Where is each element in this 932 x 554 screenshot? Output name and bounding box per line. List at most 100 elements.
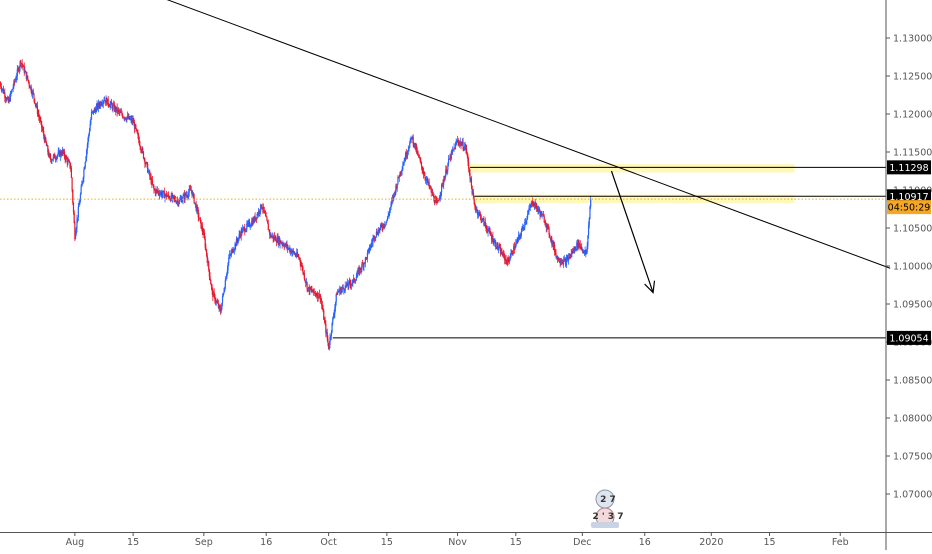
candle-body-573	[396, 183, 398, 189]
candle-body-827	[572, 249, 574, 254]
candle-body-140	[96, 104, 98, 107]
candle-body-515	[356, 274, 358, 277]
candle-body-51	[34, 103, 36, 105]
candle-body-395	[273, 236, 275, 239]
candle-body-490	[339, 288, 341, 292]
candle-body-628	[434, 199, 436, 204]
y-tick-label-0: 1.13000	[893, 34, 932, 45]
candle-body-287	[198, 217, 200, 219]
candle-body-171	[117, 109, 120, 111]
candle-body-486	[336, 294, 338, 295]
candle-body-641	[443, 180, 445, 182]
candle-body-66	[45, 137, 47, 143]
candle-body-19	[12, 86, 14, 90]
candle-body-746	[516, 239, 518, 242]
candle-body-373	[257, 210, 260, 215]
candle-body-765	[529, 207, 531, 208]
candle-body-738	[511, 250, 513, 254]
candle-body-119	[81, 181, 84, 184]
candle-body-322	[222, 293, 224, 297]
candle-body-721	[499, 246, 501, 248]
candle-body-639	[442, 182, 444, 185]
candle-body-236	[163, 191, 165, 192]
candle-body-179	[123, 117, 125, 119]
candle-body-37	[25, 71, 27, 72]
candle-body-4	[2, 88, 4, 90]
candle-body-315	[217, 303, 219, 308]
candle-body-507	[350, 284, 353, 286]
candle-body-280	[193, 194, 195, 204]
candle-body-619	[428, 181, 430, 187]
level-price-label-1: 1.11298	[889, 163, 928, 174]
trendline[interactable]	[25, 0, 891, 269]
candle-body-187	[129, 116, 131, 120]
candle-body-292	[201, 226, 204, 232]
candle-body-703	[486, 230, 488, 233]
candle-body-599	[414, 142, 416, 149]
candle-body-799	[553, 244, 555, 248]
candle-body-139	[95, 106, 97, 113]
candle-body-389	[269, 229, 271, 235]
candle-body-266	[183, 194, 186, 200]
candle-body-215	[148, 171, 150, 172]
candle-body-117	[80, 186, 82, 195]
candle-body-402	[278, 237, 280, 244]
candle-body-14	[9, 98, 11, 101]
candle-body-200	[138, 135, 140, 141]
candle-body-519	[359, 268, 361, 274]
candle-body-601	[416, 146, 418, 153]
candle-body-382	[264, 211, 266, 214]
candle-body-2	[0, 86, 2, 90]
candle-body-362	[250, 225, 252, 227]
forecast-arrow-head[interactable]	[644, 280, 656, 294]
candle-body-408	[282, 243, 284, 245]
candle-body-756	[523, 227, 525, 229]
candle-body-269	[185, 194, 188, 196]
candle-body-105	[72, 190, 74, 203]
candle-body-130	[89, 124, 91, 131]
candle-body-207	[142, 151, 145, 159]
candle-body-90	[61, 150, 63, 155]
y-tick-label-12: 1.07000	[893, 490, 932, 501]
candle-body-571	[395, 185, 397, 194]
candle-body-819	[567, 257, 569, 261]
candle-body-418	[289, 248, 291, 252]
candle-body-469	[324, 320, 326, 324]
candle-body-835	[578, 239, 580, 248]
candle-body-525	[363, 263, 365, 267]
candle-body-840	[581, 249, 583, 251]
candle-body-199	[137, 133, 139, 136]
candle-body-795	[550, 238, 552, 240]
candle-body-260	[179, 199, 181, 200]
candle-body-127	[87, 138, 89, 145]
candle-body-246	[169, 198, 172, 201]
candle-body-464	[321, 300, 323, 305]
candle-body-806	[558, 257, 560, 262]
candle-body-134	[92, 110, 94, 112]
candle-body-802	[555, 252, 557, 258]
candle-body-474	[328, 342, 330, 349]
candle-body-833	[576, 242, 579, 248]
candle-body-652	[451, 151, 453, 153]
candle-body-201	[138, 140, 140, 145]
candle-body-124	[85, 157, 87, 163]
candle-body-547	[378, 229, 380, 231]
candle-body-559	[386, 216, 389, 221]
candle-body-846	[585, 252, 588, 254]
candle-body-237	[163, 191, 165, 199]
drawings[interactable]	[0, 0, 891, 339]
candle-body-821	[568, 257, 570, 259]
candle-body-381	[263, 206, 265, 212]
candle-body-741	[513, 246, 515, 254]
candle-body-152	[104, 100, 106, 103]
candle-body-820	[567, 257, 570, 261]
candle-body-133	[91, 111, 93, 113]
forecast-arrow-shaft[interactable]	[610, 170, 654, 293]
candle-body-740	[512, 253, 514, 255]
candle-body-815	[564, 259, 566, 260]
candle-body-388	[268, 229, 270, 231]
candle-body-470	[325, 323, 327, 333]
candle-body-21	[13, 80, 16, 82]
